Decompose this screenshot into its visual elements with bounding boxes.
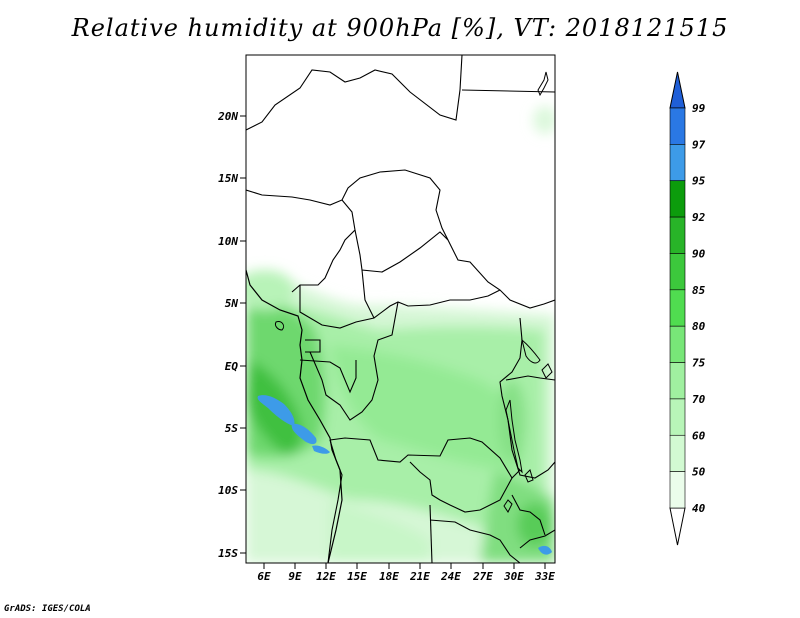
colorbar-swatch [669, 362, 686, 400]
colorbar-top-arrow [669, 71, 686, 109]
lon-label: 24E [440, 570, 461, 583]
lat-labels: 20N 15N 10N 5N EQ 5S 10S 15S [217, 110, 238, 560]
colorbar-label: 75 [692, 357, 706, 370]
lat-label: 20N [217, 110, 238, 123]
lon-label: 18E [379, 570, 399, 583]
colorbar-swatch [669, 471, 686, 509]
lon-label: 9E [288, 570, 302, 583]
lat-label: 5N [225, 297, 239, 310]
colorbar-swatch [669, 216, 686, 254]
lon-labels: 6E 9E 12E 15E 18E 21E 24E 27E 30E 33E [257, 570, 555, 583]
colorbar-label: 40 [692, 502, 706, 515]
lon-label: 6E [257, 570, 271, 583]
humidity-field [246, 106, 555, 563]
colorbar-label: 50 [692, 466, 706, 479]
lon-label: 33E [534, 570, 555, 583]
lat-label: 5S [225, 422, 239, 435]
colorbar-swatch [669, 253, 686, 291]
colorbar-label: 60 [692, 429, 706, 442]
credit-text: GrADS: IGES/COLA [4, 604, 91, 614]
lon-label: 27E [472, 570, 493, 583]
colorbar: 99 97 95 92 90 85 80 75 70 60 50 40 [669, 71, 706, 546]
chart-title: Relative humidity at 900hPa [%], VT: 201… [71, 14, 729, 42]
colorbar-bottom-arrow [669, 507, 686, 546]
colorbar-swatch [669, 144, 686, 182]
colorbar-swatch [669, 434, 686, 472]
colorbar-swatch [669, 289, 686, 327]
lon-label: 15E [347, 570, 367, 583]
colorbar-swatch [669, 325, 686, 363]
colorbar-label: 85 [692, 284, 706, 297]
lon-label: 21E [409, 570, 430, 583]
lat-label: 15N [218, 172, 238, 185]
colorbar-swatch [669, 180, 686, 218]
colorbar-label: 97 [692, 138, 706, 151]
lon-label: 30E [503, 570, 524, 583]
colorbar-label: 70 [692, 393, 706, 406]
coastline [245, 269, 343, 564]
axis-ticks [240, 115, 546, 569]
map-frame [245, 54, 556, 564]
lat-label: 10S [218, 484, 238, 497]
colorbar-label: 95 [692, 175, 706, 188]
colorbar-label: 80 [692, 320, 706, 333]
colorbar-label: 99 [692, 102, 706, 115]
colorbar-label: 92 [692, 211, 706, 224]
lakes [503, 338, 553, 513]
lon-label: 12E [316, 570, 336, 583]
lat-label: 10N [218, 235, 238, 248]
colorbar-label: 90 [692, 247, 706, 260]
colorbar-swatch [669, 107, 686, 145]
country-borders [246, 55, 555, 563]
colorbar-swatch [669, 398, 686, 436]
lat-label: 15S [218, 547, 238, 560]
lat-label: EQ [225, 360, 239, 373]
